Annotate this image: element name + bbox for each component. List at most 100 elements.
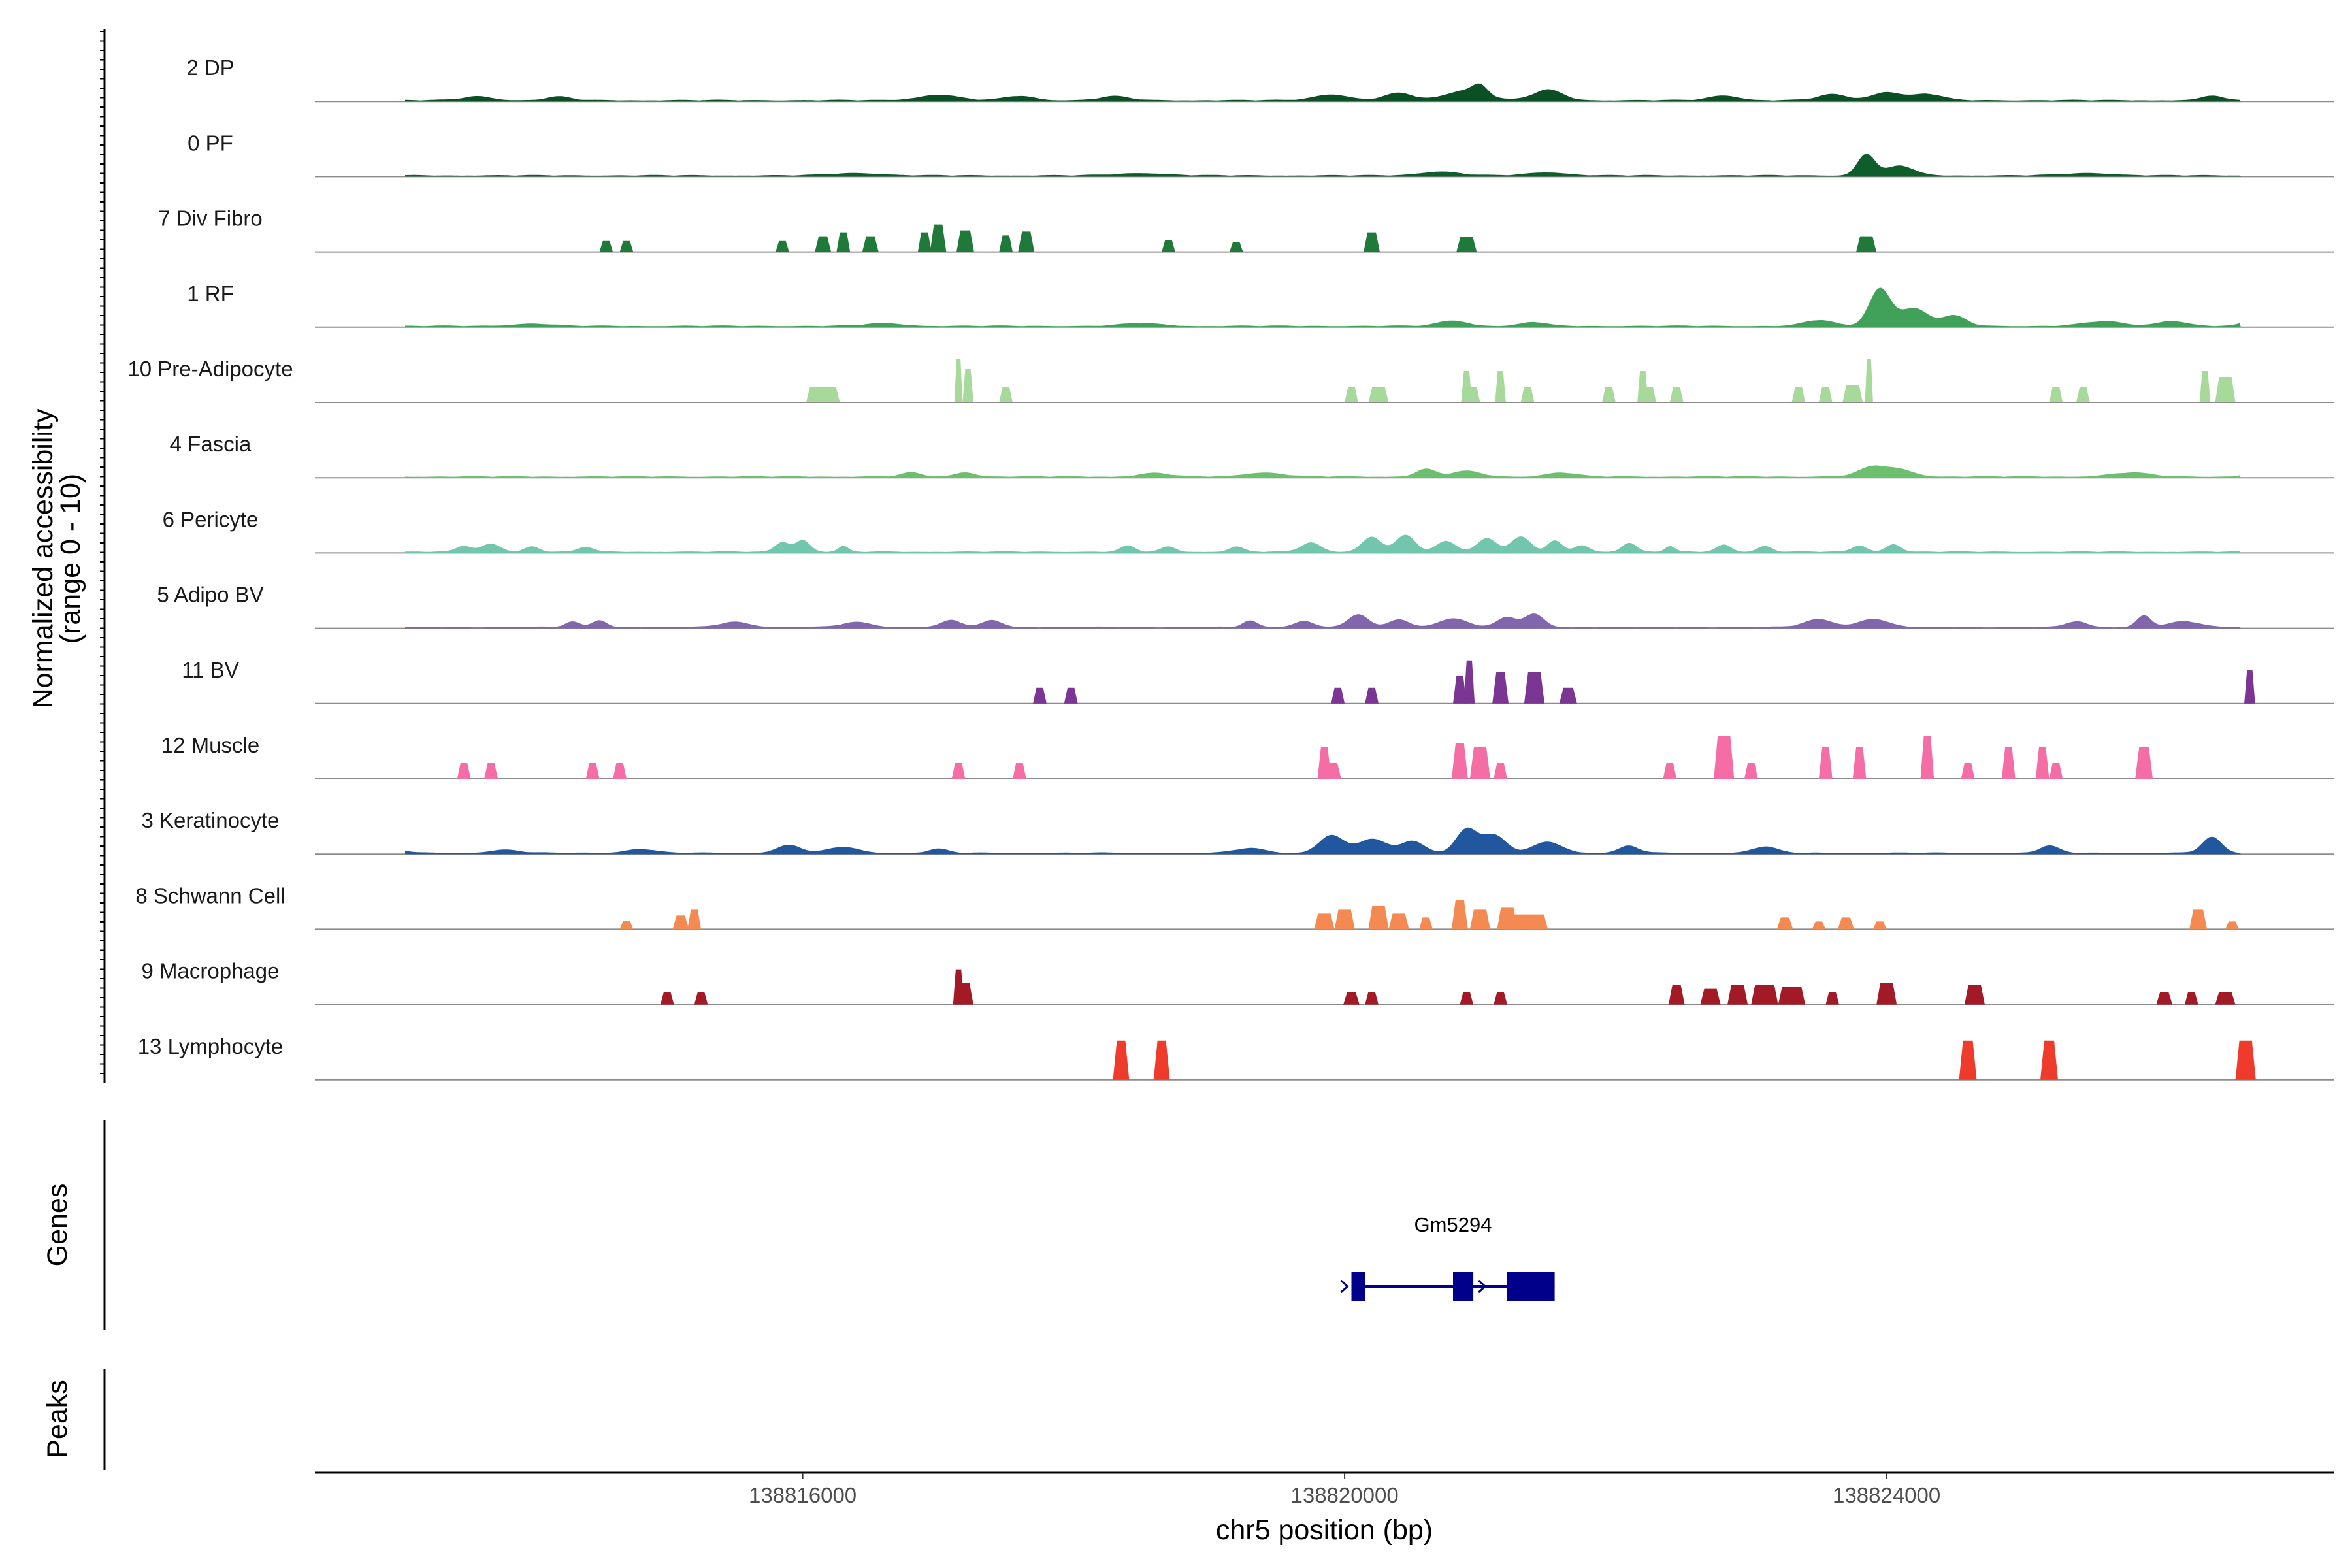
coverage-peak — [1364, 232, 1380, 252]
coverage-peak — [917, 232, 932, 252]
coverage-peak — [1345, 387, 1358, 402]
coverage-area — [405, 827, 2241, 855]
coverage-peak — [1818, 747, 1833, 779]
coverage-peak — [1776, 917, 1793, 930]
coverage-peak — [599, 240, 613, 252]
peaks-panel-title: Peaks — [42, 1380, 73, 1458]
coverage-peak — [1818, 387, 1833, 402]
coverage-peak — [1494, 763, 1507, 779]
coverage-peak — [2244, 670, 2255, 704]
coverage-peak — [836, 232, 851, 252]
coverage-peak — [1229, 242, 1243, 252]
gene-gm5294: Gm5294 — [1340, 1213, 1555, 1301]
coverage-peak — [1460, 992, 1474, 1005]
coverage-peak — [1668, 985, 1685, 1005]
genes-panel-title: Genes — [42, 1184, 73, 1267]
coverage-peak — [1343, 992, 1360, 1005]
coverage-peak — [1642, 387, 1657, 402]
track-10-pre-adipocyte: 10 Pre-Adipocyte — [127, 357, 2334, 403]
x-axis: 138816000 138820000 138824000 chr5 positio… — [315, 1471, 2334, 1546]
coverage-peak — [1451, 900, 1468, 930]
y-axis-title: Normalized accessibility (range 0 - 10) — [27, 408, 86, 708]
coverage-peak — [2184, 992, 2198, 1005]
coverage-peak — [957, 983, 973, 1005]
gene-exon — [1453, 1272, 1474, 1301]
coverage-peak — [1331, 687, 1345, 704]
coverage-peak — [999, 235, 1013, 252]
coverage-peak — [2076, 387, 2090, 402]
track-2-dp: 2 DP — [186, 56, 2334, 103]
coverage-peak — [1494, 992, 1507, 1005]
coverage-peak — [694, 992, 708, 1005]
coverage-peak — [1524, 672, 1544, 704]
coverage-peak — [1959, 1040, 1977, 1080]
x-tick-label: 138820000 — [1291, 1483, 1399, 1507]
gene-exon — [1507, 1272, 1555, 1301]
strand-arrow — [1340, 1279, 1349, 1294]
track-7-div-fibro: 7 Div Fibro — [158, 206, 2334, 253]
coverage-peak — [1018, 231, 1035, 252]
coverage-peak — [1153, 1040, 1170, 1080]
coverage-area — [405, 465, 2241, 478]
peaks-panel: Peaks — [42, 1369, 106, 1470]
track-9-macrophage: 9 Macrophage — [142, 959, 2334, 1005]
track-label: 0 PF — [188, 131, 233, 155]
coverage-peak — [1365, 687, 1379, 704]
track-label: 2 DP — [186, 56, 234, 80]
coverage-peak — [1469, 747, 1490, 779]
coverage-peak — [1507, 914, 1548, 930]
coverage-peak — [1825, 992, 1840, 1005]
coverage-peak — [1388, 913, 1409, 930]
coverage-peak — [1865, 359, 1873, 402]
coverage-peak — [2215, 992, 2236, 1005]
coverage-area — [405, 613, 2241, 629]
coverage-peak — [1064, 687, 1078, 704]
y-axis-title-line2: (range 0 - 10) — [55, 474, 86, 644]
coverage-peak — [999, 387, 1013, 402]
track-12-muscle: 12 Muscle — [161, 733, 2334, 779]
coverage-peak — [1876, 983, 1897, 1005]
coverage-peak — [1492, 672, 1509, 704]
coverage-peak — [1700, 988, 1721, 1005]
coverage-peak — [2049, 387, 2063, 402]
coverage-peak — [2235, 1040, 2256, 1080]
coverage-peak — [1920, 736, 1935, 779]
track-3-keratinocyte: 3 Keratinocyte — [142, 808, 2334, 855]
coverage-peak — [1013, 763, 1026, 779]
coverage-peak — [1466, 387, 1480, 402]
track-label: 10 Pre-Adipocyte — [127, 357, 293, 381]
coverage-peak — [619, 240, 634, 252]
coverage-peak — [1964, 985, 1985, 1005]
coverage-peak — [1368, 387, 1389, 402]
coverage-peak — [1456, 237, 1477, 252]
coverage-area — [405, 287, 2241, 327]
coverage-peak — [1838, 917, 1854, 930]
coverage-peak — [1842, 385, 1863, 402]
coverage-peak — [687, 909, 701, 930]
coverage-peak — [1791, 387, 1806, 402]
coverage-peak — [1453, 676, 1467, 704]
track-label: 13 Lymphocyte — [138, 1034, 284, 1058]
coverage-peak — [484, 763, 498, 779]
coverage-peak — [1744, 763, 1758, 779]
track-label: 12 Muscle — [161, 733, 259, 757]
coverage-peak — [1663, 763, 1677, 779]
coverage-area — [405, 534, 2241, 553]
coverage-peak — [1812, 921, 1826, 930]
gene-exon — [1351, 1272, 1365, 1301]
coverage-peak — [457, 763, 471, 779]
track-label: 6 Pericyte — [163, 507, 259, 531]
coverage-peak — [2001, 747, 2016, 779]
track-label: 3 Keratinocyte — [142, 808, 280, 832]
y-axis-title-line1: Normalized accessibility — [27, 408, 59, 708]
track-5-adipo-bv: 5 Adipo BV — [157, 583, 2334, 629]
coverage-peak — [862, 236, 879, 252]
coverage-peak — [1419, 917, 1433, 930]
coverage-peak — [951, 763, 966, 779]
coverage-peak — [1852, 747, 1867, 779]
coverage-peak — [1162, 240, 1175, 252]
coverage-peak — [2199, 371, 2211, 402]
coverage-peak — [2156, 992, 2173, 1005]
track-8-schwann-cell: 8 Schwann Cell — [135, 883, 2334, 930]
